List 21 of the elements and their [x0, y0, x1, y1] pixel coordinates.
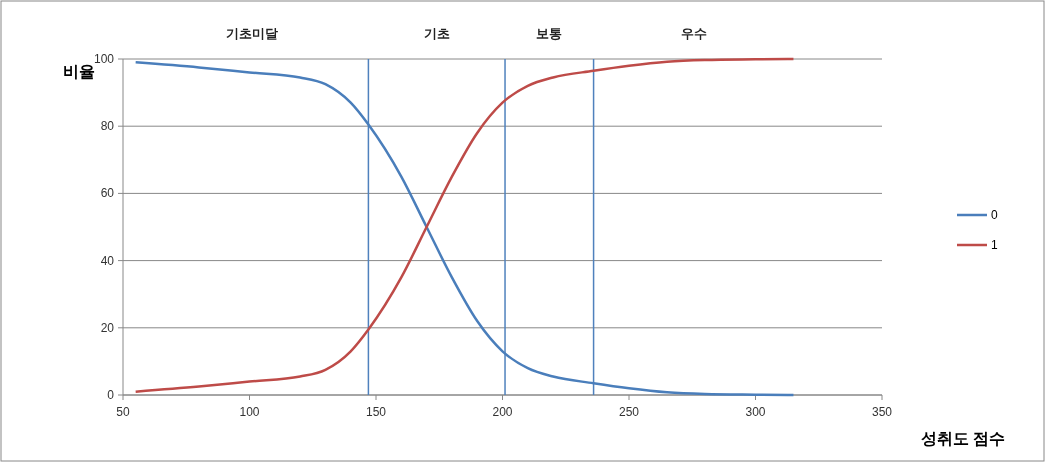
x-tick-label: 100	[239, 405, 260, 419]
x-tick-label: 350	[871, 405, 893, 419]
text: 보통	[536, 26, 563, 41]
text: 기초	[423, 26, 450, 41]
x-tick-label: 50	[116, 405, 130, 419]
legend-label: 0	[991, 208, 998, 222]
x-tick-label: 200	[492, 405, 513, 419]
y-tick-label: 40	[100, 253, 115, 268]
y-axis-title: 비율	[63, 63, 95, 80]
y-tick-label: 80	[100, 119, 115, 134]
x-tick-label: 250	[618, 405, 640, 419]
x-tick-label: 300	[745, 405, 766, 419]
y-tick-label: 100	[93, 52, 115, 66]
text: 기초미달	[226, 26, 279, 41]
x-axis-title: 성취도 점수	[920, 430, 1005, 447]
legend-label: 1	[991, 238, 998, 252]
y-tick-label: 0	[107, 388, 115, 402]
x-tick-label: 150	[365, 405, 387, 419]
y-tick-label: 60	[100, 186, 115, 201]
text: 우수	[680, 26, 707, 41]
y-tick-label: 20	[100, 320, 115, 335]
